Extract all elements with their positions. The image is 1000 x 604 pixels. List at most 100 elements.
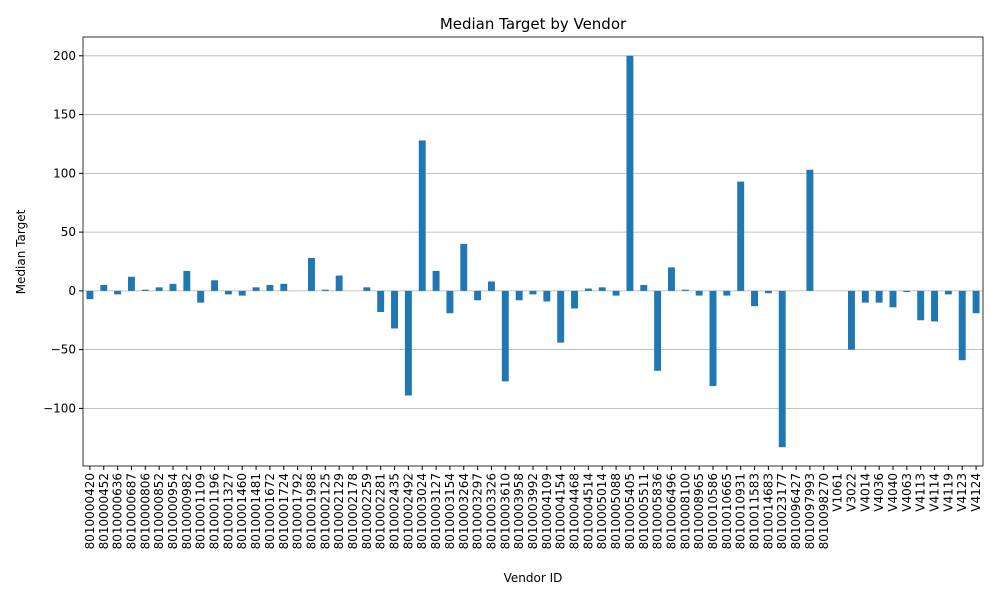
- bar: [557, 290, 565, 343]
- bar: [751, 290, 758, 307]
- bar: [404, 290, 412, 396]
- x-tick-label: 8010003326: [484, 473, 498, 549]
- x-tick-label: 8010000452: [97, 473, 111, 549]
- bar: [668, 267, 675, 291]
- x-tick-label: 8010000806: [138, 473, 152, 549]
- x-tick-label: V4119: [941, 473, 955, 512]
- bar: [515, 290, 523, 301]
- y-tick-label: 100: [53, 166, 76, 180]
- x-tick-label: 8010008100: [678, 473, 692, 549]
- x-tick-label: V4040: [886, 473, 900, 512]
- x-tick-label: 8010001672: [263, 473, 277, 549]
- x-tick-label: 8010003127: [429, 473, 443, 549]
- x-tick-label: 8010005511: [637, 473, 651, 549]
- x-tick-label: 8010002435: [388, 473, 402, 549]
- x-axis-label: Vendor ID: [504, 571, 563, 585]
- x-tick-label: V4063: [900, 473, 914, 512]
- bar: [211, 280, 218, 291]
- bar: [931, 290, 938, 322]
- bar: [308, 257, 315, 291]
- x-tick-label: 8010003154: [443, 473, 457, 549]
- bar: [598, 287, 606, 291]
- x-tick-label: V3022: [844, 473, 858, 512]
- x-tick-label: 8010003297: [471, 473, 485, 549]
- y-tick-label: 50: [61, 225, 76, 239]
- bar: [529, 290, 537, 295]
- bar: [778, 290, 786, 448]
- x-tick-label: 8010006496: [664, 473, 678, 549]
- bar: [335, 275, 343, 291]
- x-tick-label: 8010001481: [249, 473, 263, 549]
- bar: [446, 290, 454, 314]
- bar: [571, 290, 578, 309]
- x-tick-label: 8010004109: [540, 473, 554, 549]
- x-tick-label: 8010005405: [623, 473, 637, 549]
- x-tick-label: 8010000636: [111, 473, 125, 549]
- bar: [280, 283, 288, 291]
- x-tick-label: 8010010931: [734, 473, 748, 549]
- x-tick-label: 8010001988: [304, 473, 318, 549]
- x-tick-label: 8010010586: [706, 473, 720, 549]
- x-tick-label: 8010001196: [208, 473, 222, 549]
- x-tick-label: 8010002125: [318, 473, 332, 549]
- x-tick-label: 8010003610: [498, 473, 512, 549]
- bar: [224, 290, 232, 295]
- bar: [875, 290, 883, 303]
- x-tick-label: 8010003992: [526, 473, 540, 549]
- x-tick-label: 8010004154: [554, 473, 568, 549]
- x-tick-label: 8010004514: [581, 473, 595, 549]
- bar: [460, 243, 468, 291]
- bar: [501, 290, 509, 382]
- x-tick-label: 8010002178: [346, 473, 360, 549]
- x-tick-label: 8010001327: [221, 473, 235, 549]
- x-tick-label: 8010002129: [332, 473, 346, 549]
- x-tick-label: 8010001460: [235, 473, 249, 549]
- bar: [958, 290, 966, 361]
- x-tick-label: 8010003264: [457, 473, 471, 549]
- plot-frame: [82, 36, 984, 467]
- bar: [889, 290, 897, 308]
- x-tick-label: 8010097993: [803, 473, 817, 549]
- bar: [488, 281, 495, 291]
- x-tick-label: V1061: [831, 473, 845, 512]
- x-tick-label: V4114: [928, 473, 942, 512]
- x-tick-label: V4124: [969, 473, 983, 512]
- bar: [86, 290, 94, 300]
- bar: [100, 284, 108, 291]
- x-tick-label: 8010005836: [651, 473, 665, 549]
- bar: [612, 290, 620, 296]
- bar: [266, 284, 274, 291]
- x-tick-label: 8010011583: [748, 473, 762, 549]
- bar: [848, 290, 855, 350]
- x-tick-label: 8010023177: [775, 473, 789, 549]
- x-tick-label: 8010001724: [277, 473, 291, 549]
- x-tick-label: V4036: [872, 473, 886, 512]
- y-tick-label: 0: [68, 284, 76, 298]
- bar: [806, 169, 814, 291]
- bar: [944, 290, 952, 295]
- bar: [321, 289, 329, 291]
- bar: [709, 290, 717, 387]
- x-tick-label: V4113: [914, 473, 928, 512]
- x-tick-label: 8010096427: [789, 473, 803, 549]
- x-tick-label: 8010000852: [152, 473, 166, 549]
- bar: [474, 290, 482, 301]
- x-tick-label: 8010001792: [291, 473, 305, 549]
- x-tick-label: 8010002259: [360, 473, 374, 549]
- bar: [654, 290, 662, 371]
- bar: [432, 270, 440, 291]
- chart-title: Median Target by Vendor: [440, 15, 627, 33]
- y-tick-label: 200: [53, 49, 76, 63]
- x-tick-label: 8010005088: [609, 473, 623, 549]
- y-axis-label: Median Target: [14, 209, 28, 294]
- bar: [128, 276, 135, 291]
- x-tick-label: 8010004468: [568, 473, 582, 549]
- x-tick-label: 8010005014: [595, 473, 609, 549]
- x-tick-label: 8010014683: [761, 473, 775, 549]
- x-tick-label: 8010000954: [166, 473, 180, 549]
- bar: [737, 181, 745, 291]
- bar: [114, 290, 122, 295]
- bar: [861, 290, 869, 303]
- y-tick-label: 150: [53, 108, 76, 122]
